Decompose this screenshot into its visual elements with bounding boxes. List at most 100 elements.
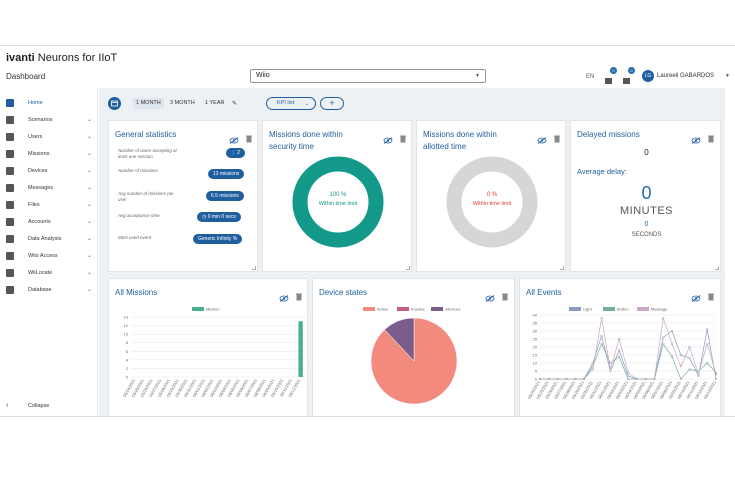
resize-handle[interactable] [715, 266, 719, 270]
resize-handle[interactable] [406, 266, 410, 270]
avatar[interactable]: LG [642, 70, 654, 82]
data-point[interactable] [644, 377, 647, 381]
sidebar-item-missions[interactable]: Missions ⌄ [0, 147, 98, 161]
hide-icon[interactable] [691, 289, 701, 302]
hide-icon[interactable] [279, 289, 289, 302]
period-1-month[interactable]: 1 MONTH [133, 98, 164, 109]
data-point[interactable] [591, 368, 594, 371]
sidebar-item-wiilocate[interactable]: WiiLocate ⌄ [0, 266, 98, 280]
sidebar-item-users[interactable]: Users ⌄ [0, 130, 98, 144]
data-point[interactable] [653, 377, 656, 381]
data-point[interactable] [706, 361, 709, 365]
data-point[interactable] [662, 336, 665, 339]
add-kpi-button[interactable]: + [320, 97, 344, 110]
data-point[interactable] [591, 361, 594, 365]
trash-icon[interactable] [296, 288, 302, 301]
sidebar-item-wiio-access[interactable]: Wiio Access ⌄ [0, 249, 98, 263]
trash-icon[interactable] [708, 130, 714, 143]
sidebar-item-messages[interactable]: Messages ⌄ [0, 181, 98, 195]
data-point[interactable] [697, 373, 700, 376]
data-point[interactable] [600, 342, 603, 345]
y-tick-label: 8 [126, 340, 129, 345]
data-point[interactable] [618, 349, 621, 352]
chevron-down-icon[interactable]: ▼ [725, 73, 730, 79]
data-point[interactable] [600, 334, 603, 337]
data-point[interactable] [670, 329, 674, 333]
data-point[interactable] [600, 317, 603, 320]
data-point[interactable] [670, 355, 674, 358]
sidebar-item-home[interactable]: Home [0, 96, 98, 110]
chevron-down-icon: ⌄ [86, 117, 92, 123]
hide-icon[interactable] [691, 131, 701, 144]
data-point[interactable] [547, 377, 550, 381]
pie-slice[interactable] [384, 317, 415, 362]
hide-icon[interactable] [537, 131, 547, 144]
data-point[interactable] [582, 377, 586, 381]
minutes-unit: MINUTES [620, 205, 673, 217]
resize-handle[interactable] [560, 266, 564, 270]
data-point[interactable] [706, 328, 709, 331]
data-point[interactable] [635, 377, 638, 381]
resize-handle[interactable] [252, 266, 256, 270]
data-point[interactable] [609, 368, 612, 371]
data-point[interactable] [670, 342, 674, 345]
site-select[interactable]: Wiio ▼ [250, 69, 486, 83]
data-point[interactable] [679, 365, 682, 368]
data-point[interactable] [679, 377, 682, 381]
hide-icon[interactable] [383, 131, 393, 144]
data-point[interactable] [706, 342, 709, 345]
data-point[interactable] [565, 377, 568, 381]
trash-icon[interactable] [400, 130, 406, 143]
data-point[interactable] [714, 377, 718, 381]
chevron-down-icon: ⌄ [86, 168, 92, 174]
hide-icon[interactable] [485, 289, 495, 302]
language-selector[interactable]: EN [586, 74, 595, 80]
trash-icon[interactable] [708, 288, 714, 301]
donut-ring [446, 156, 538, 248]
stat-label: Number of missions [118, 168, 158, 173]
data-point[interactable] [618, 337, 621, 341]
data-point[interactable] [618, 355, 621, 358]
sidebar-item-devices[interactable]: Devices ⌄ [0, 164, 98, 178]
data-point[interactable] [574, 377, 577, 381]
data-point[interactable] [626, 377, 630, 381]
kpi-list-button[interactable]: KPI list ⌄ [266, 97, 316, 110]
edit-icon[interactable]: ✎ [232, 101, 238, 107]
sidebar-item-scenarios[interactable]: Scenarios ⌄ [0, 113, 98, 127]
data-point[interactable] [538, 377, 542, 381]
data-point[interactable] [662, 317, 665, 320]
hide-icon[interactable] [229, 131, 239, 144]
notifications-icon[interactable]: 0 [604, 67, 617, 84]
brand-logo: ivanti Neurons for IIoT [6, 52, 118, 64]
sidebar-item-files[interactable]: Files ⌄ [0, 198, 98, 212]
trash-icon[interactable] [554, 130, 560, 143]
inbox-icon[interactable]: 0 [622, 67, 635, 84]
access-icon [6, 252, 14, 260]
data-point[interactable] [688, 357, 691, 360]
trash-icon[interactable] [502, 288, 508, 301]
data-point[interactable] [714, 373, 718, 376]
trash-icon[interactable] [246, 130, 252, 143]
y-tick-label: 4 [126, 357, 129, 362]
sidebar-item-data-analysis[interactable]: Data Analysis ⌄ [0, 232, 98, 246]
sidebar-item-accounts[interactable]: Accounts ⌄ [0, 215, 98, 229]
calendar-icon[interactable] [108, 97, 121, 110]
data-point[interactable] [609, 361, 612, 365]
data-point[interactable] [556, 377, 559, 381]
user-name[interactable]: Laureeil GABARDOS [657, 73, 715, 79]
delayed-count: 0 [644, 148, 649, 157]
period-1-year[interactable]: 1 YEAR [205, 100, 225, 106]
data-point[interactable] [626, 374, 630, 377]
period-3-month[interactable]: 3 MONTH [170, 100, 195, 106]
bar[interactable] [298, 321, 303, 377]
sidebar-item-database[interactable]: Database ⌄ [0, 283, 98, 297]
card-title: Device states [319, 288, 368, 297]
y-tick-label: 0 [126, 375, 129, 380]
y-tick-label: 14 [124, 315, 129, 320]
data-point[interactable] [679, 353, 682, 357]
data-point[interactable] [662, 342, 665, 345]
data-point[interactable] [688, 368, 691, 371]
data-point[interactable] [626, 371, 630, 374]
collapse-button[interactable]: ‹ Collapse [0, 399, 98, 413]
data-point[interactable] [688, 345, 691, 349]
